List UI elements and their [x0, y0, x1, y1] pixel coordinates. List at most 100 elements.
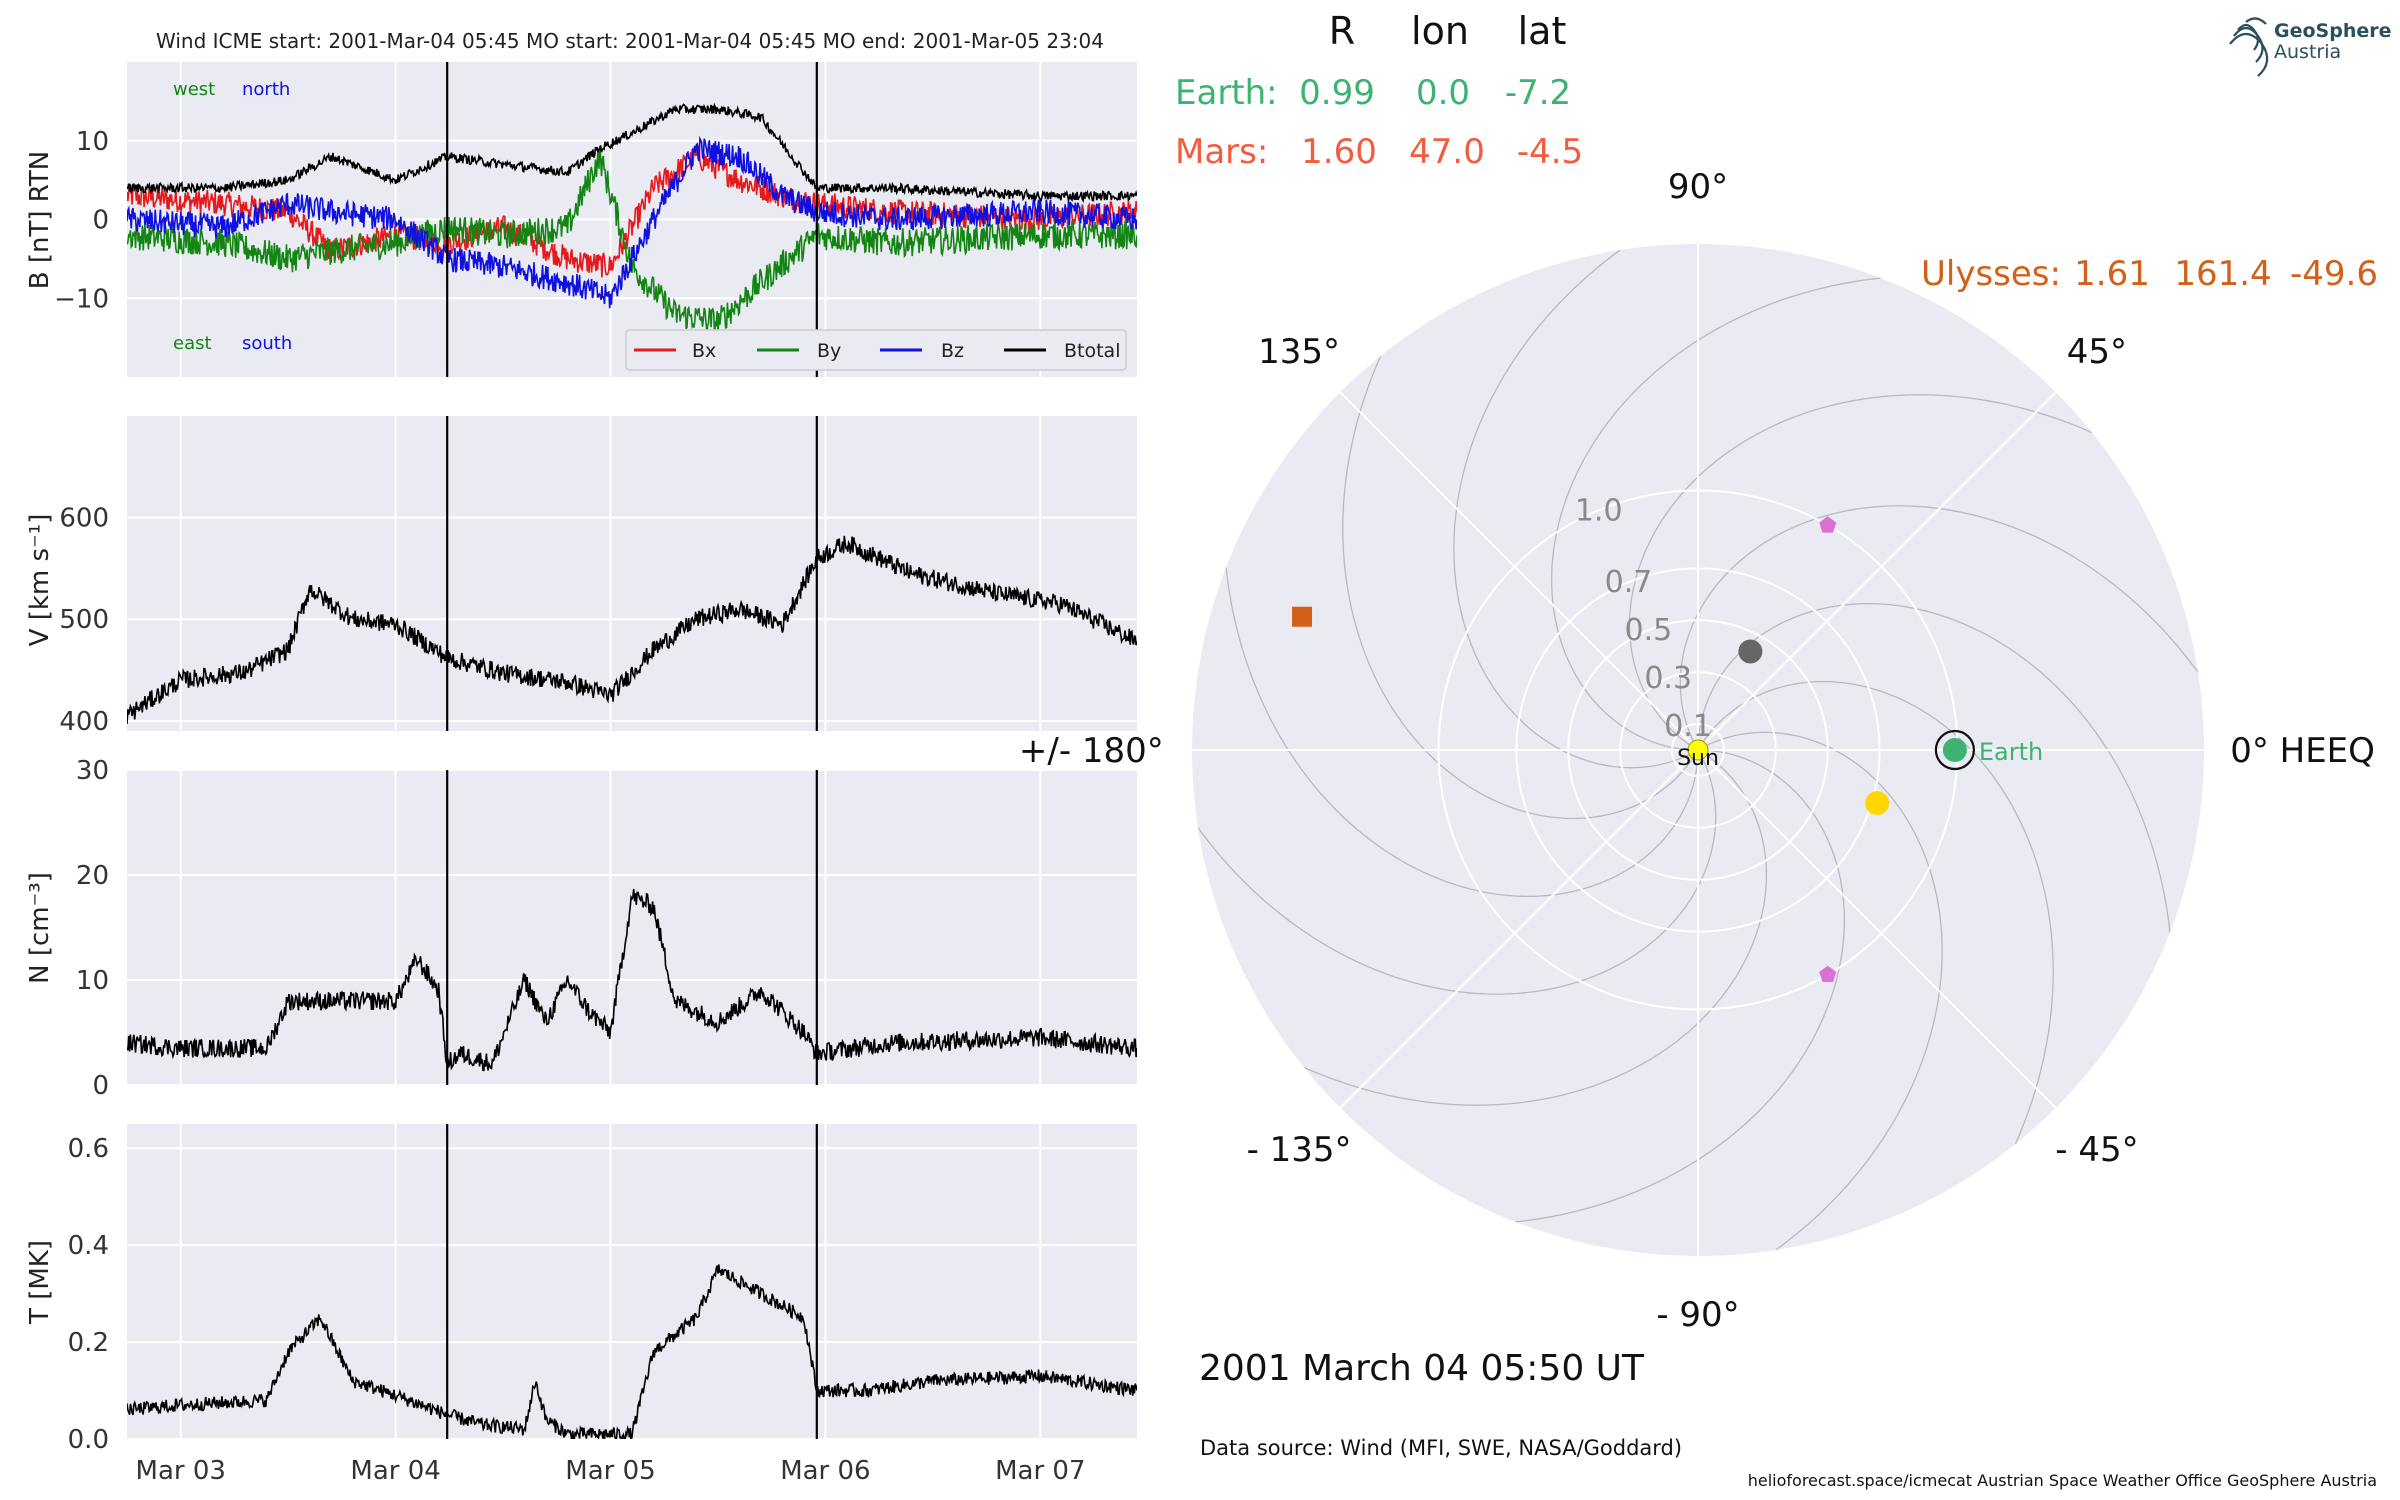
- earth-ring-marker: [1934, 729, 1975, 771]
- parker-spiral-line: [1453, 249, 1699, 769]
- parker-spiral-line: [1303, 749, 1768, 1106]
- y-tick-label: 500: [59, 605, 109, 635]
- panel-series: [127, 102, 1137, 335]
- series-line-value: [127, 1264, 1137, 1439]
- y-axis-label: N [cm⁻³]: [25, 872, 55, 984]
- y-tick-labels: −10 0 10: [54, 127, 109, 315]
- x-tick-label: Mar 04: [350, 1456, 440, 1486]
- earth-marker: [1942, 738, 1967, 762]
- earth-label: Earth:: [1175, 73, 1278, 113]
- angular-grid-line: [1339, 749, 1699, 1109]
- y-tick-label: 20: [76, 861, 109, 891]
- angle-tick-label: 45°: [2067, 332, 2127, 372]
- x-tick-label: Mar 07: [995, 1456, 1085, 1486]
- y-tick-label: 400: [59, 707, 109, 737]
- x-tick-label: Mar 03: [136, 1456, 226, 1486]
- y-axis-label: V [km s⁻¹]: [25, 514, 55, 647]
- x-tick-label: Mar 05: [565, 1456, 655, 1486]
- event-boundaries: [446, 1124, 818, 1439]
- parker-spiral-line: [1342, 355, 1699, 820]
- parker-spiral-line: [1679, 505, 2199, 751]
- ulysses-lon: 161.4: [2174, 254, 2271, 294]
- series-line-btotal: [127, 102, 1137, 204]
- parker-spiral-line: [1628, 394, 2093, 751]
- angle-tick-labels: 0° HEEQ 45° 90° 135° +/- 180° - 135° - 90° - 45…: [1019, 167, 2375, 1335]
- angular-grid-line: [1339, 391, 1699, 751]
- panel-series: [127, 535, 1137, 725]
- panel-density: 0 10 20 30 N [cm⁻³]: [25, 756, 1137, 1101]
- y-tick-label: 30: [76, 756, 109, 786]
- series-line-value: [127, 535, 1137, 725]
- x-tick-label: Mar 06: [780, 1456, 870, 1486]
- panel-series: [127, 1264, 1137, 1439]
- probe-a-marker: [1819, 516, 1837, 533]
- annotation-west: west: [173, 79, 215, 100]
- parker-spiral-line: [1550, 277, 1881, 751]
- y-tick-label: 10: [76, 127, 109, 157]
- parker-spiral-line: [1515, 749, 1846, 1223]
- y-tick-label: 600: [59, 504, 109, 534]
- logo-line1: GeoSphere: [2274, 20, 2392, 42]
- ulysses-label: Ulysses:: [1921, 254, 2061, 294]
- event-boundaries: [446, 770, 818, 1085]
- legend: Bx By Bz Btotal: [625, 329, 1127, 371]
- position-table: R lon lat Earth: 0.99 0.0 -7.2 Mars: 1.6…: [1175, 9, 2378, 294]
- event-boundaries: [446, 416, 818, 731]
- angle-tick-label: - 135°: [1247, 1130, 1352, 1170]
- logo-line2: Austria: [2274, 41, 2341, 63]
- panel-background: [127, 1124, 1137, 1439]
- header-lon: lon: [1411, 9, 1469, 53]
- series-line-bz: [127, 135, 1137, 309]
- earth-r: 0.99: [1299, 73, 1375, 113]
- footer-credits: helioforecast.space/icmecat Austrian Spa…: [1748, 1471, 2377, 1490]
- mars-r: 1.60: [1301, 132, 1377, 172]
- swirl-icon: [2229, 17, 2269, 77]
- angle-tick-label: - 45°: [2055, 1130, 2138, 1170]
- sun-marker: [1687, 739, 1709, 761]
- venus-marker: [1865, 791, 1890, 816]
- probe-b-marker: [1819, 965, 1837, 982]
- angular-grid-line: [1697, 749, 2057, 1109]
- earth-lat: -7.2: [1505, 73, 1571, 113]
- panel-temperature: 0.00.20.40.6 Mar 03 Mar 04 Mar 05 Mar 06 Mar…: [25, 1124, 1137, 1486]
- legend-label-bx: Bx: [692, 340, 716, 362]
- panel-speed: 400 500 600 V [km s⁻¹]: [25, 416, 1137, 737]
- timestamp: 2001 March 04 05:50 UT: [1199, 1348, 1645, 1389]
- panel-series: [127, 889, 1137, 1072]
- legend-label-bz: Bz: [941, 340, 964, 362]
- data-source: Data source: Wind (MFI, SWE, NASA/Goddar…: [1200, 1436, 1682, 1460]
- angle-tick-label: - 90°: [1656, 1295, 1739, 1335]
- angular-grid-line: [1697, 391, 2057, 751]
- y-tick-labels: 0.0 0.2 0.4 0.6: [68, 1134, 109, 1455]
- mars-lat: -4.5: [1517, 132, 1583, 172]
- event-title: Wind ICME start: 2001-Mar-04 05:45 MO st…: [156, 29, 1104, 53]
- y-tick-labels: 0 10 20 30: [76, 756, 109, 1101]
- geosphere-logo: GeoSphere Austria: [2229, 17, 2392, 77]
- event-boundaries: [446, 62, 818, 377]
- parker-spirals: [1197, 249, 2199, 1251]
- polar-position-plot: 1.0 0.7 0.5 0.3 0.1 0° HEEQ 45° 90° 135° +/- 180…: [1019, 167, 2375, 1335]
- parker-spiral-line: [1197, 749, 1717, 995]
- parker-spiral-line: [1697, 731, 1943, 1251]
- earth-label: Earth: [1979, 738, 2043, 766]
- legend-box: [625, 329, 1127, 371]
- series-line-by: [127, 146, 1137, 335]
- angle-tick-label: 0° HEEQ: [2230, 731, 2375, 771]
- y-tick-label: 0.2: [68, 1328, 109, 1358]
- header-r: R: [1329, 9, 1355, 53]
- series-line-value: [127, 889, 1137, 1072]
- radial-tick-label: 0.1: [1664, 709, 1712, 744]
- y-axis-label: T [MK]: [25, 1240, 55, 1325]
- radial-tick-label: 0.5: [1624, 613, 1672, 648]
- y-tick-label: 0: [92, 206, 109, 236]
- annotation-south: south: [242, 333, 292, 354]
- ulysses-lat: -49.6: [2290, 254, 2378, 294]
- annotation-east: east: [173, 333, 212, 354]
- sun-label: Sun: [1677, 746, 1719, 771]
- ulysses-r: 1.61: [2074, 254, 2150, 294]
- y-tick-label: 0.4: [68, 1231, 109, 1261]
- panel-grid: [127, 416, 1137, 731]
- panel-background: [127, 416, 1137, 731]
